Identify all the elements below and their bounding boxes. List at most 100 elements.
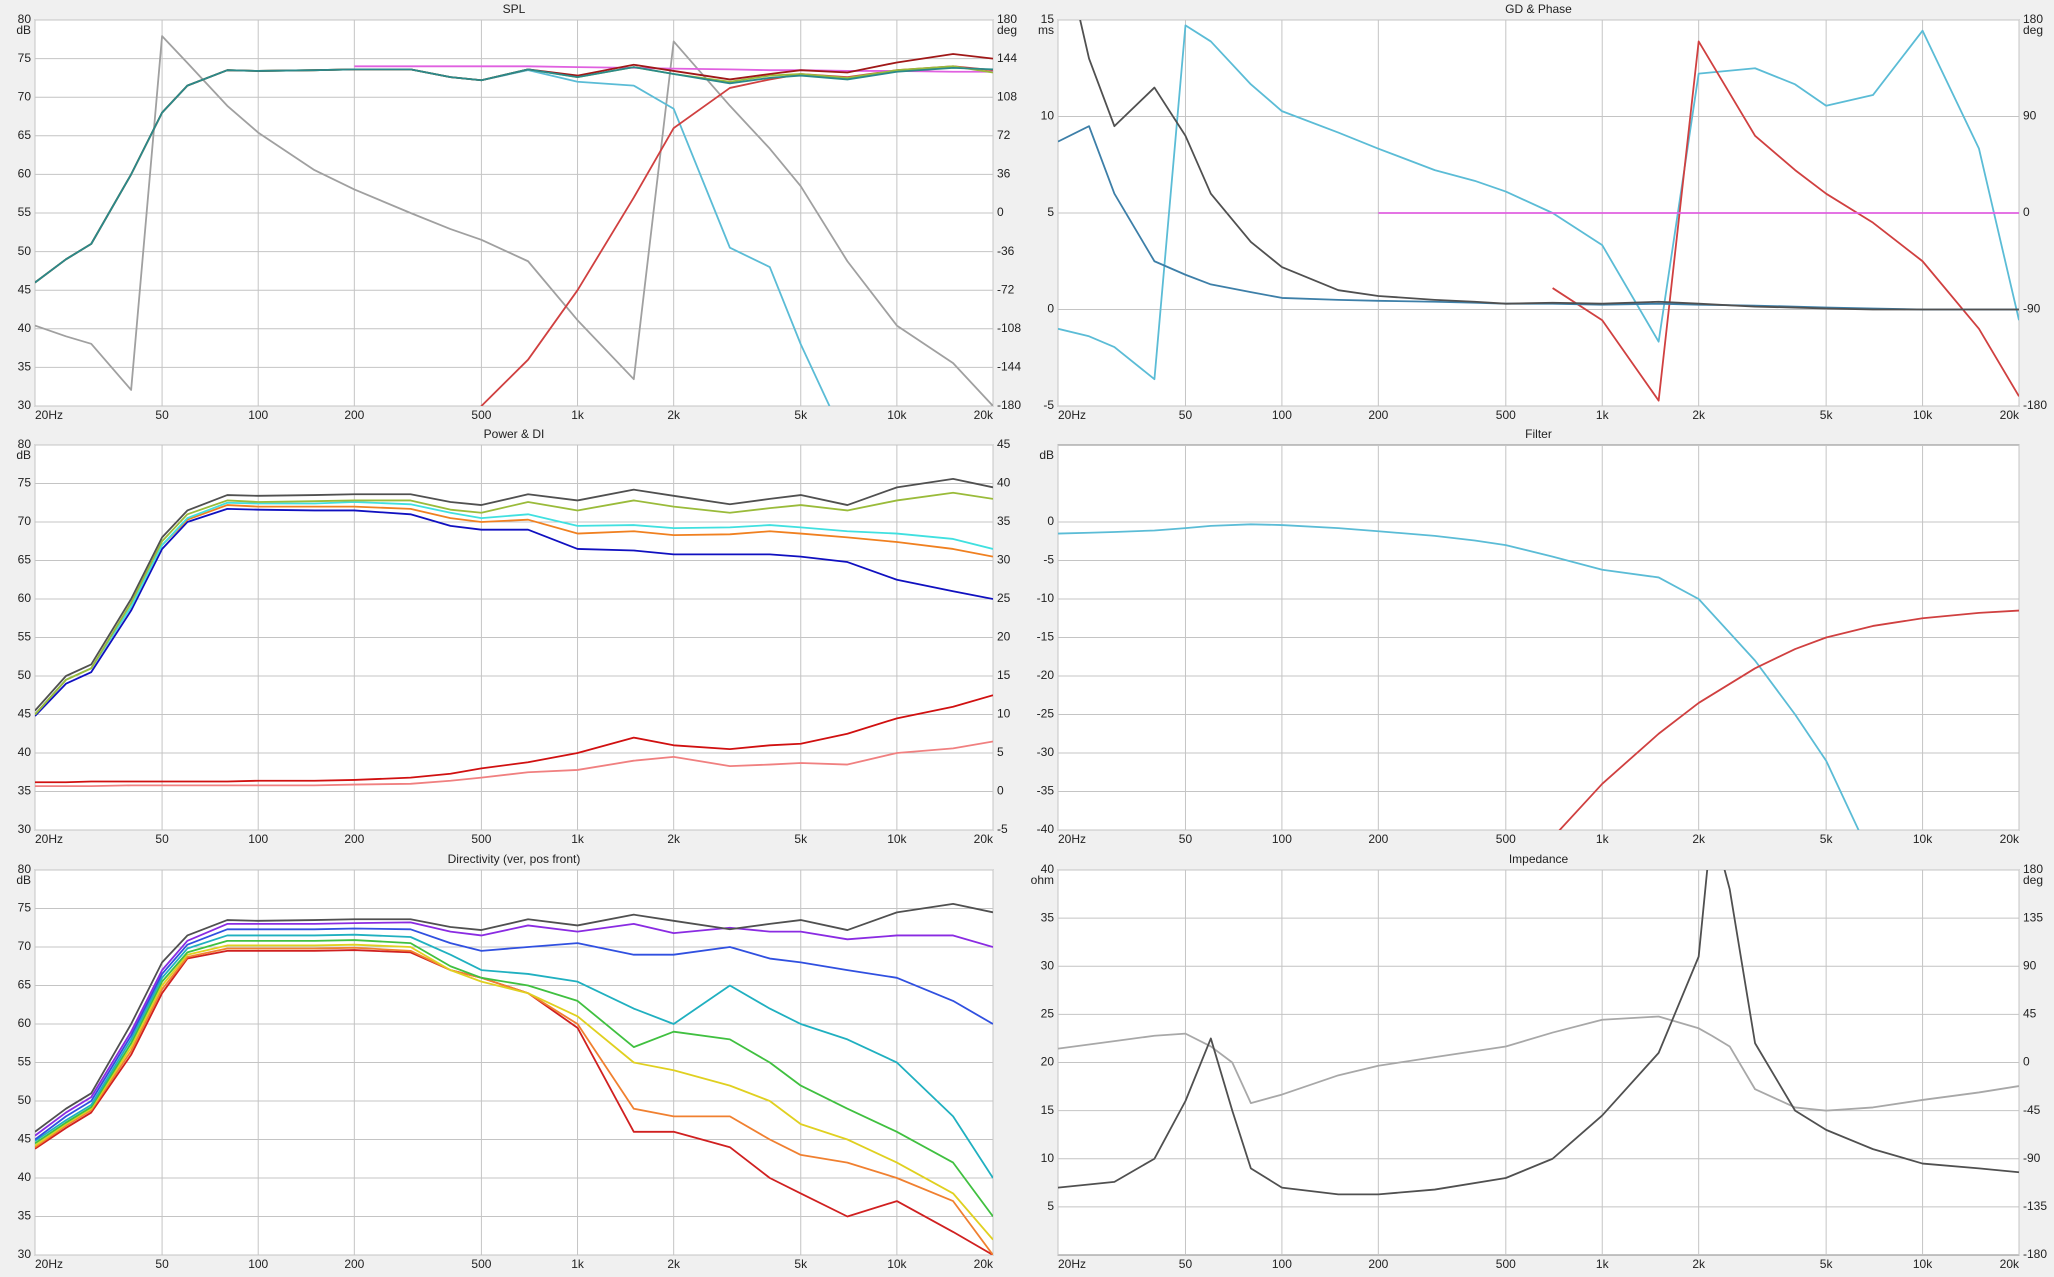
series-group [1058,870,2019,1196]
y-tick-label: 50 [18,668,32,682]
y-tick-label: 40 [1041,862,1055,876]
x-tick-label: 5k [1820,832,1834,846]
series-line [35,740,993,788]
y-tick-label: 0 [1047,302,1054,316]
x-tick-label: 5k [794,832,808,846]
x-tick-label: 50 [1179,832,1193,846]
y2-tick-label: -72 [997,282,1015,296]
y-tick-label: 40 [18,1170,32,1184]
y2-tick-label: 180 [997,12,1017,26]
y-tick-label: 70 [18,89,32,103]
y-tick-label: 20 [1041,1055,1055,1069]
y2-axis-unit: deg [997,23,1017,37]
y2-tick-label: -45 [2023,1103,2041,1117]
y-tick-label: 30 [18,398,32,412]
x-tick-label: 200 [344,1257,364,1271]
y2-tick-label: -180 [2023,1247,2047,1261]
series-line [1058,24,2019,381]
x-tick-label: 5k [1820,1257,1834,1271]
y-tick-label: -35 [1037,784,1055,798]
x-tick-label: 10k [887,1257,907,1271]
series-group [35,35,993,406]
y-tick-label: 65 [18,128,32,142]
x-tick-label: 1k [1596,408,1610,422]
y-axis-unit: dB [1039,448,1054,462]
y-tick-label: 65 [18,978,32,992]
y2-tick-label: -135 [2023,1199,2047,1213]
y2-tick-label: 10 [997,707,1011,721]
x-tick-label: 100 [1272,408,1292,422]
x-tick-label: 2k [667,1257,681,1271]
series-line [1552,40,2019,402]
y-tick-label: 80 [18,437,32,451]
y-tick-label: 65 [18,553,32,567]
y2-tick-label: 0 [2023,1055,2030,1069]
y-tick-label: 80 [18,12,32,26]
x-tick-label: 500 [471,1257,491,1271]
y2-tick-label: -5 [997,822,1008,836]
series-line [35,35,993,406]
x-tick-label: 20Hz [35,408,63,422]
x-tick-label: 500 [471,832,491,846]
y2-tick-label: 36 [997,167,1011,181]
x-tick-label: 10k [1913,408,1933,422]
y-tick-label: 30 [1041,958,1055,972]
x-tick-label: 2k [667,832,681,846]
y-tick-label: -25 [1037,707,1055,721]
y2-tick-label: 90 [2023,109,2037,123]
y-tick-label: -15 [1037,630,1055,644]
x-tick-label: 5k [794,1257,808,1271]
y-tick-label: 25 [1041,1007,1055,1021]
x-tick-label: 50 [1179,1257,1193,1271]
x-tick-label: 1k [571,408,585,422]
chart-title: Power & DI [484,427,545,441]
y-tick-label: 80 [18,862,32,876]
y2-tick-label: 180 [2023,12,2043,26]
x-tick-label: 2k [667,408,681,422]
series-line [1558,609,2019,830]
y-tick-label: 40 [18,745,32,759]
x-tick-label: 1k [1596,1257,1610,1271]
y2-tick-label: -108 [997,321,1021,335]
x-tick-label: 10k [1913,1257,1933,1271]
y2-tick-label: -90 [2023,1151,2041,1165]
x-tick-label: 500 [1496,1257,1516,1271]
x-tick-label: 1k [1596,832,1610,846]
series-line [35,946,993,1255]
y-axis-unit: dB [16,23,31,37]
x-tick-label: 50 [155,1257,169,1271]
y-tick-label: 75 [18,51,32,65]
y2-tick-label: 144 [997,51,1017,65]
series-line [1058,1015,2019,1112]
y-tick-label: -5 [1043,398,1054,412]
x-tick-label: 20k [974,1257,994,1271]
x-tick-label: 10k [887,408,907,422]
series-line [35,501,993,716]
x-tick-label: 20k [974,832,994,846]
y2-tick-label: -36 [997,244,1015,258]
x-tick-label: 20Hz [1058,1257,1086,1271]
y-tick-label: 55 [18,205,32,219]
series-group [1058,20,2019,402]
y-tick-label: 5 [1047,205,1054,219]
x-tick-label: 20Hz [35,1257,63,1271]
series-group [35,477,993,788]
y2-tick-label: 90 [2023,958,2037,972]
series-line [35,933,993,1179]
y2-tick-label: 35 [997,514,1011,528]
x-tick-label: 20k [2000,832,2020,846]
x-tick-label: 200 [1368,408,1388,422]
y-axis-unit: ms [1038,23,1054,37]
y2-axis-unit: deg [2023,23,2043,37]
y-tick-label: 5 [1047,1199,1054,1213]
x-tick-label: 2k [1692,832,1706,846]
y2-tick-label: 25 [997,591,1011,605]
y-tick-label: 15 [1041,1103,1055,1117]
x-tick-label: 200 [1368,832,1388,846]
y-tick-label: 0 [1047,514,1054,528]
series-group [35,902,993,1255]
chart-title: Filter [1525,427,1552,441]
y-tick-label: 55 [18,630,32,644]
